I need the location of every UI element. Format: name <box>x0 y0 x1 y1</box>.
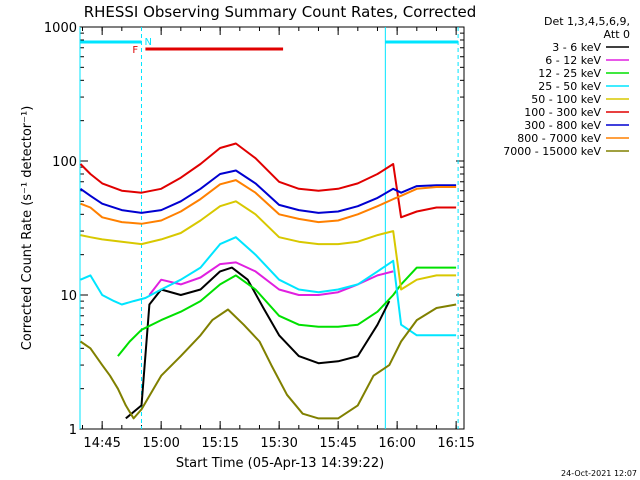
plot-frame <box>79 26 465 430</box>
flare-label: F <box>132 45 138 56</box>
x-tick-label: 15:45 <box>319 436 356 451</box>
legend-label: 300 - 800 keV <box>524 119 601 132</box>
axis-ticks <box>80 27 464 430</box>
legend-label: 100 - 300 keV <box>524 106 601 119</box>
legend-label: 800 - 7000 keV <box>517 132 601 145</box>
legend-label: 6 - 12 keV <box>545 54 601 67</box>
x-tick-label: 16:15 <box>437 436 474 451</box>
legend-label: 25 - 50 keV <box>538 80 601 93</box>
y-tick-label: 1 <box>69 423 77 438</box>
flag-bars: FN <box>132 37 284 56</box>
footer-date: 24-Oct-2021 12:07 <box>561 469 637 478</box>
legend-label: 3 - 6 keV <box>552 41 601 54</box>
y-tick-label: 10 <box>60 289 77 304</box>
legend-label: 12 - 25 keV <box>538 67 601 80</box>
y-tick-label: 100 <box>52 155 77 170</box>
legend-header-line2: Att 0 <box>604 28 630 41</box>
series-line <box>79 303 457 420</box>
legend-label: 50 - 100 keV <box>531 93 601 106</box>
series-lines <box>79 142 457 420</box>
x-tick-labels: 14:45 15:00 15:15 15:30 15:45 16:00 16:15 <box>83 436 474 451</box>
series-line <box>79 169 457 214</box>
chart-title: RHESSI Observing Summary Count Rates, Co… <box>84 3 477 21</box>
y-tick-label: 1000 <box>44 21 77 36</box>
x-tick-label: 15:15 <box>201 436 238 451</box>
y-axis-label: Corrected Count Rate (s⁻¹ detector⁻¹) <box>20 106 35 351</box>
legend-header-line1: Det 1,3,4,5,6,9, <box>544 15 630 28</box>
x-axis-label: Start Time (05-Apr-13 14:39:22) <box>176 456 384 471</box>
plot-background <box>79 26 465 430</box>
series-line <box>80 179 457 225</box>
eclipse-markers <box>79 27 459 429</box>
x-tick-label: 16:00 <box>378 436 415 451</box>
x-tick-label: 15:30 <box>260 436 297 451</box>
series-line <box>125 266 391 420</box>
series-line <box>80 200 457 291</box>
eclipse-label: N <box>144 37 151 48</box>
legend-label: 7000 - 15000 keV <box>503 145 601 158</box>
x-tick-label: 14:45 <box>83 436 120 451</box>
series-line <box>79 142 457 219</box>
series-line <box>80 236 457 337</box>
x-tick-label: 15:00 <box>142 436 179 451</box>
y-tick-labels: 1 10 100 1000 <box>44 21 77 438</box>
series-line <box>148 261 394 296</box>
